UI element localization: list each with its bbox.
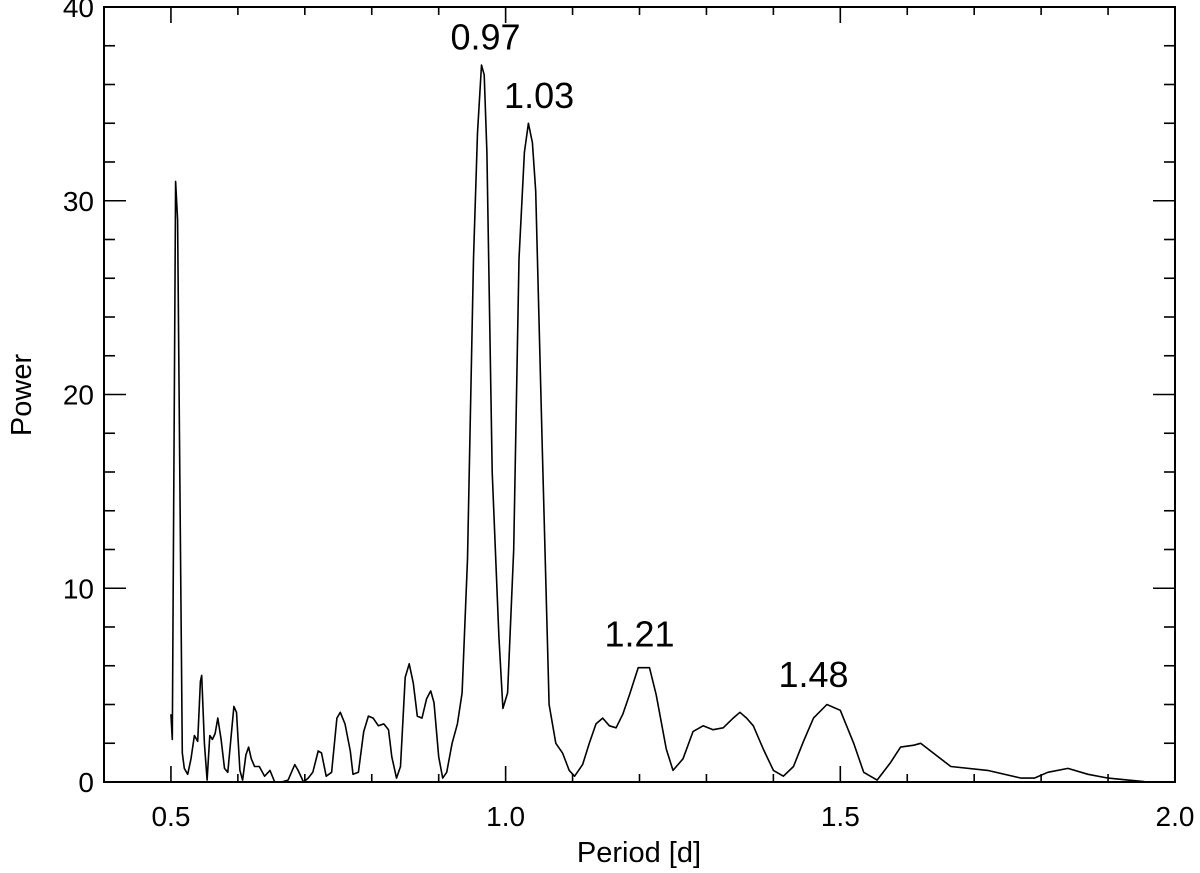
y-tick-label: 40: [63, 0, 94, 23]
plot-frame: [103, 6, 1176, 783]
peak-label: 1.21: [604, 613, 674, 654]
y-tick-label: 30: [63, 186, 94, 217]
axis-tick-labels: 0.5 1.0 1.5 2.0 0 10 20 30 40: [63, 0, 1195, 832]
y-axis-label: Power: [6, 354, 38, 437]
y-tick-label: 10: [63, 573, 94, 604]
x-tick-label: 2.0: [1156, 801, 1195, 832]
x-tick-label: 0.5: [151, 801, 190, 832]
axis-ticks: [103, 6, 1176, 783]
peak-label: 1.03: [504, 75, 574, 116]
y-tick-label: 0: [78, 767, 94, 798]
x-tick-label: 1.0: [486, 801, 525, 832]
peak-label: 0.97: [451, 17, 521, 58]
x-tick-label: 1.5: [821, 801, 860, 832]
peak-label: 1.48: [778, 654, 848, 695]
peak-annotations: 0.97 1.03 1.21 1.48: [451, 17, 849, 695]
x-axis-label: Period [d]: [577, 837, 701, 869]
series-line: [170, 64, 1175, 783]
y-tick-label: 20: [63, 380, 94, 411]
